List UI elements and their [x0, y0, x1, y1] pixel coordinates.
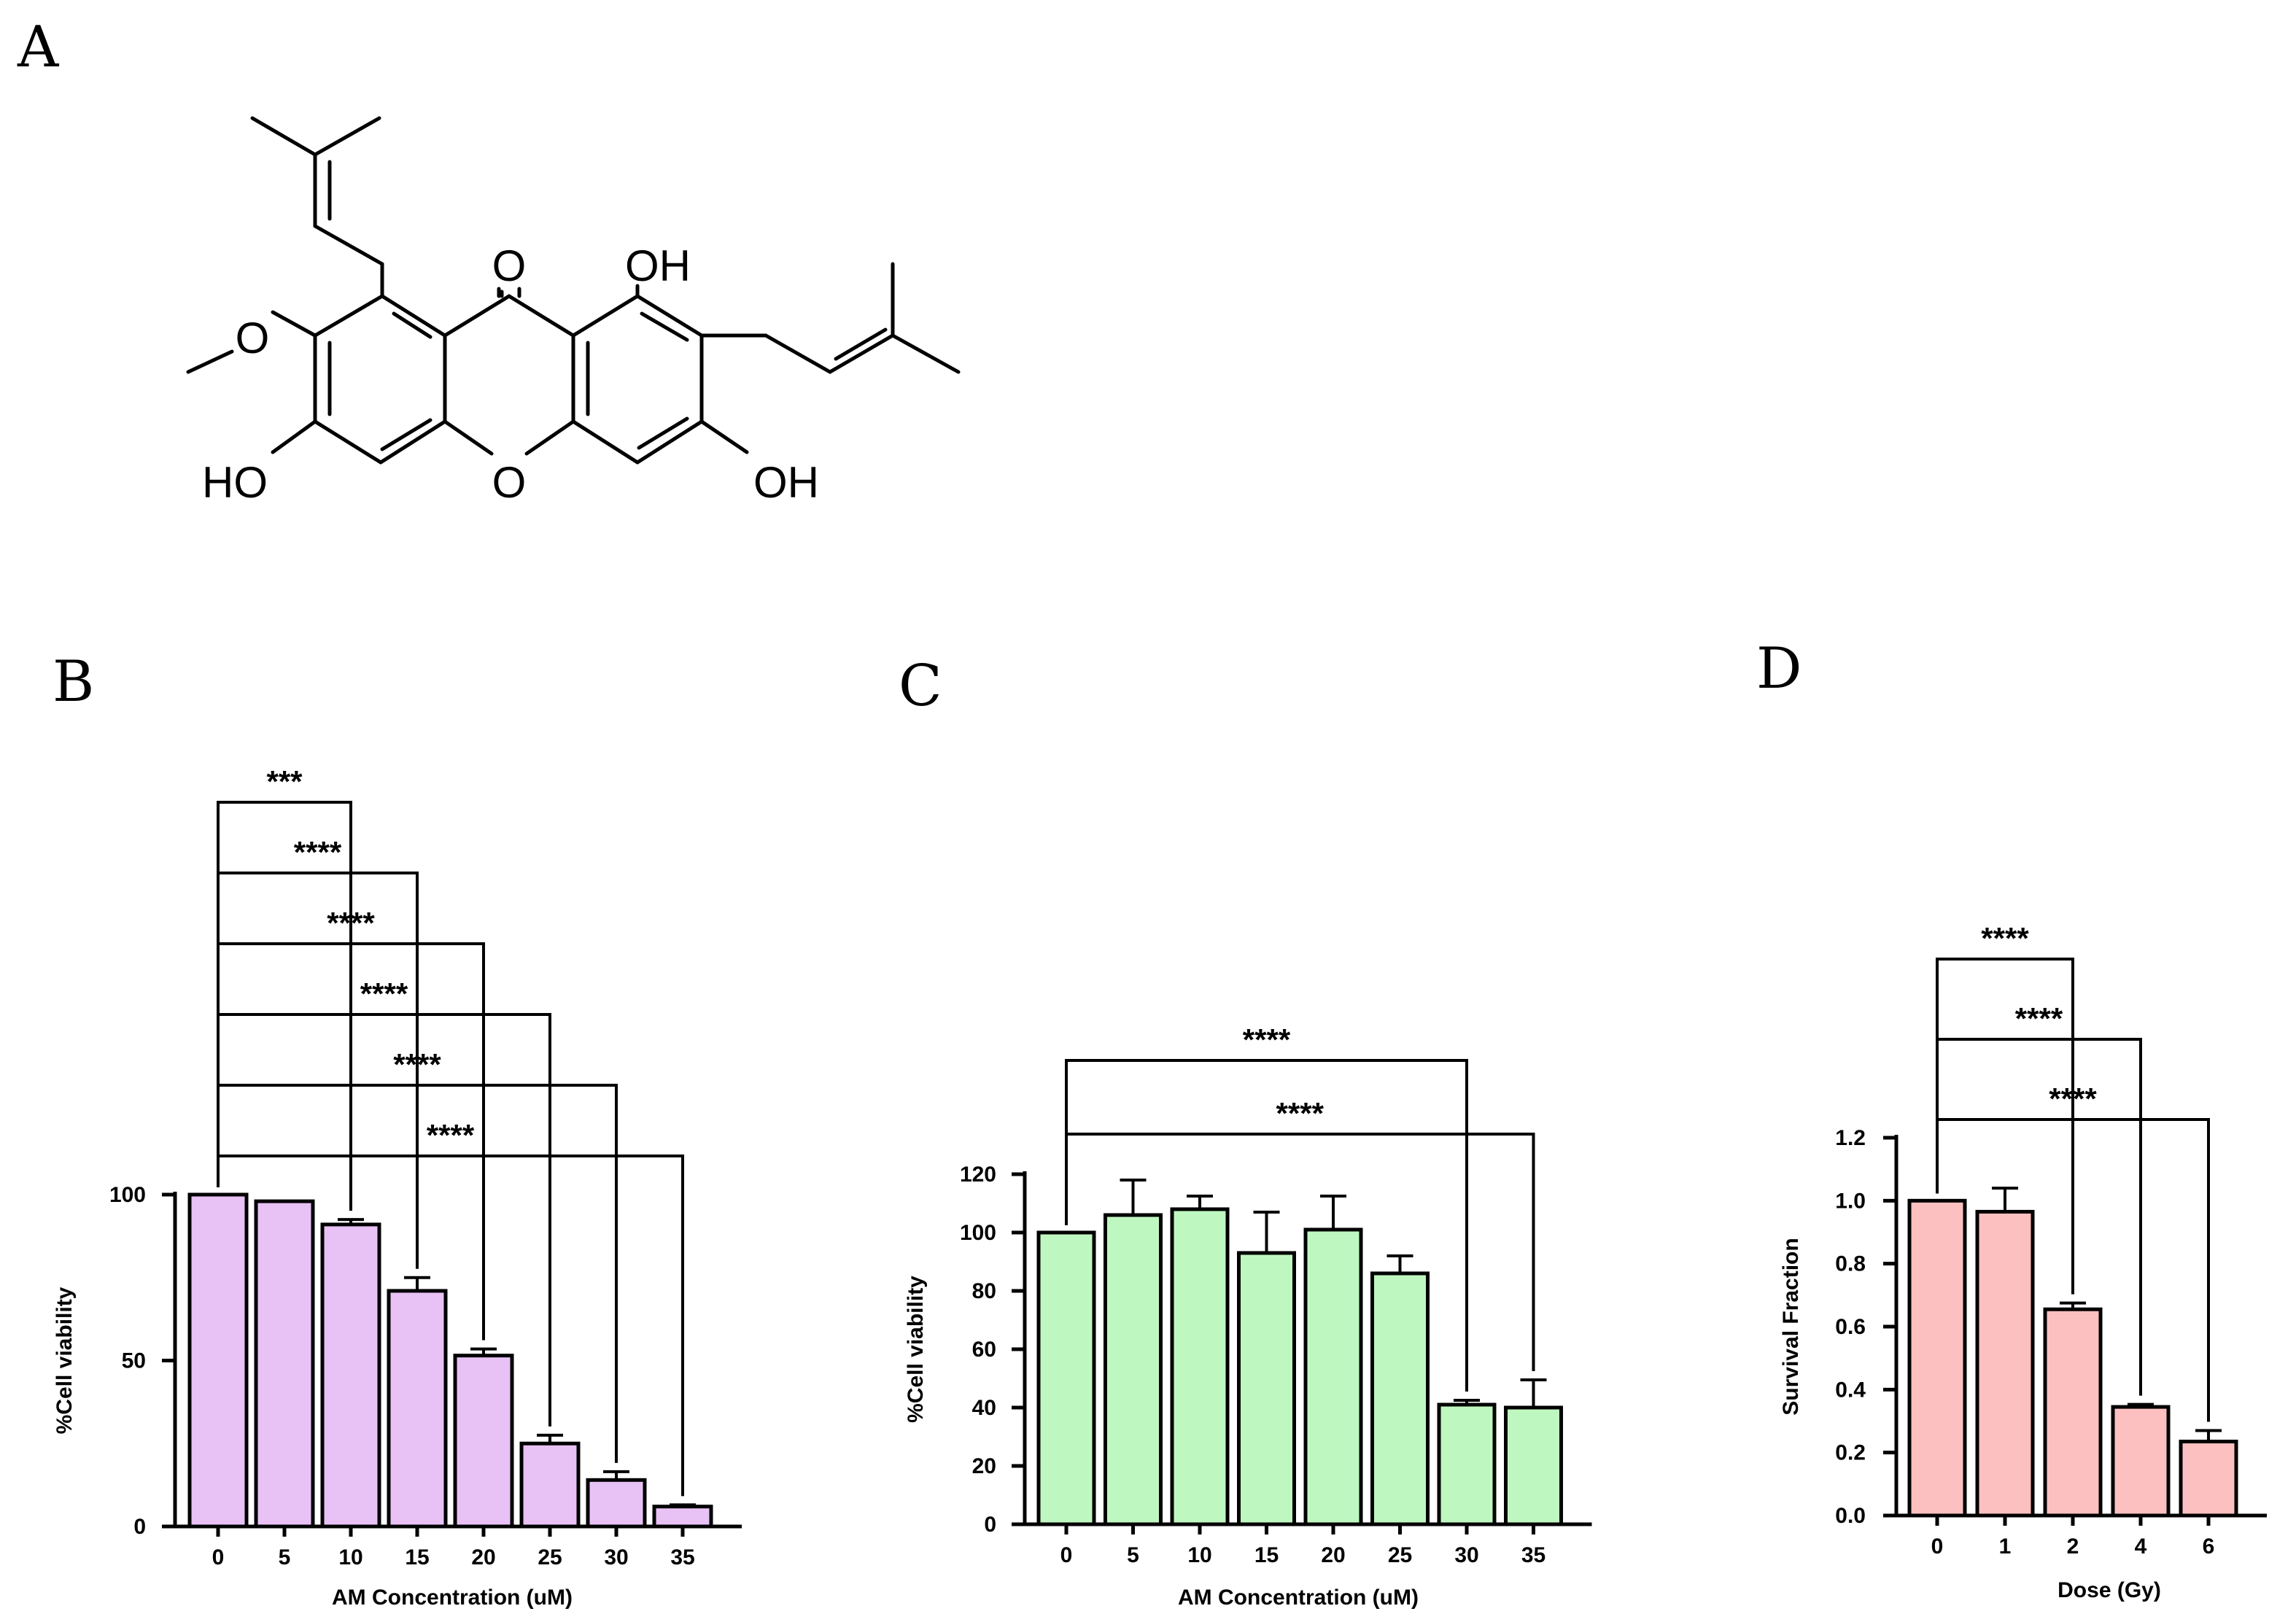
- y-tick-label: 50: [122, 1349, 146, 1373]
- significance-bracket: [1065, 1133, 1535, 1371]
- bar: [2111, 1405, 2171, 1518]
- x-tick-label: 0: [1931, 1534, 1944, 1559]
- x-tick-label: 15: [1254, 1543, 1279, 1567]
- x-tick-label: 10: [1187, 1543, 1211, 1567]
- bar: [519, 1441, 581, 1529]
- bar: [1303, 1227, 1363, 1526]
- significance-label: ****: [1981, 921, 2029, 955]
- x-tick-label: 20: [1321, 1543, 1345, 1567]
- hydroxyl-top: OH: [625, 241, 691, 290]
- significance-bracket: [1936, 1118, 2210, 1422]
- bar: [652, 1505, 713, 1529]
- chart-panel-d: 0.0 0.2 0.4 0.6 0.8 1.0 1.2 0 1 2 4 6 **** **** **** Do…: [1779, 921, 2267, 1602]
- significance-label: ****: [2049, 1082, 2097, 1116]
- bar: [1370, 1271, 1430, 1526]
- significance-bracket: [217, 1155, 684, 1497]
- y-tick-label: 0.4: [1835, 1378, 1866, 1402]
- x-tick-label: 5: [1127, 1543, 1139, 1567]
- x-tick-label: 35: [1521, 1543, 1545, 1567]
- y-tick-label: 1.0: [1835, 1189, 1866, 1213]
- x-tick-label: 10: [338, 1545, 362, 1569]
- significance-label: ****: [427, 1118, 475, 1152]
- bar: [1907, 1198, 1967, 1518]
- bar: [2043, 1307, 2103, 1518]
- panel-label-b: B: [53, 649, 95, 715]
- hydroxyl-left: HO: [202, 458, 268, 507]
- significance-label: ****: [2015, 1001, 2063, 1036]
- x-tick-label: 30: [604, 1545, 628, 1569]
- y-tick-label: 80: [972, 1279, 996, 1303]
- y-tick-label: 120: [960, 1163, 996, 1187]
- y-tick-label: 100: [960, 1221, 996, 1245]
- bar: [387, 1289, 448, 1529]
- y-tick-label: 20: [972, 1454, 996, 1478]
- y-axis-label: %Cell viability: [53, 1287, 77, 1434]
- significance-bracket: [217, 1084, 618, 1463]
- significance-label: ****: [1276, 1096, 1325, 1130]
- y-tick-label: 100: [109, 1183, 146, 1207]
- significance-label: ****: [393, 1047, 441, 1082]
- methoxy-oxygen: O: [236, 314, 270, 362]
- bar: [254, 1199, 315, 1529]
- x-tick-label: 30: [1454, 1543, 1478, 1567]
- y-tick-label: 0: [133, 1515, 146, 1539]
- hydroxyl-right: OH: [753, 458, 819, 507]
- bar: [1504, 1405, 1563, 1526]
- x-tick-label: 0: [212, 1545, 225, 1569]
- x-axis-label: AM Concentration (uM): [1178, 1586, 1419, 1610]
- y-axis-label: Survival Fraction: [1779, 1238, 1803, 1415]
- chart-panel-c: 0 20 40 60 80 100 120 0 5 10 15 20 25 30 35 **** **** AM …: [904, 1023, 1592, 1610]
- y-tick-label: 0.2: [1835, 1441, 1866, 1465]
- bar: [1237, 1251, 1296, 1526]
- x-axis-label: Dose (Gy): [2058, 1578, 2161, 1602]
- ketone-oxygen: O: [492, 241, 527, 290]
- bar: [1437, 1402, 1497, 1526]
- y-tick-label: 1.2: [1835, 1126, 1866, 1150]
- x-tick-label: 4: [2135, 1534, 2147, 1559]
- y-axis-label: %Cell viability: [904, 1276, 928, 1423]
- x-tick-label: 25: [538, 1545, 562, 1569]
- x-tick-label: 15: [405, 1545, 429, 1569]
- y-tick-label: 0.0: [1835, 1504, 1866, 1528]
- panel-label-a: A: [18, 15, 59, 80]
- x-tick-label: 6: [2203, 1534, 2215, 1559]
- x-tick-label: 0: [1060, 1543, 1073, 1567]
- significance-label: ****: [294, 835, 342, 869]
- bar: [1036, 1230, 1096, 1526]
- panel-label-c: C: [899, 653, 942, 719]
- bar: [187, 1192, 249, 1529]
- bar: [1104, 1213, 1163, 1526]
- bar: [2179, 1440, 2238, 1518]
- significance-label: ***: [266, 764, 303, 799]
- ring-oxygen: O: [492, 458, 527, 507]
- x-tick-label: 5: [279, 1545, 291, 1569]
- bar: [320, 1222, 381, 1529]
- bar: [1170, 1207, 1230, 1526]
- significance-label: ****: [360, 977, 408, 1011]
- x-tick-label: 2: [2067, 1534, 2079, 1559]
- significance-bracket: [1936, 1038, 2142, 1396]
- x-tick-label: 1: [1999, 1534, 2012, 1559]
- bar: [586, 1478, 647, 1529]
- x-tick-label: 20: [471, 1545, 495, 1569]
- y-tick-label: 0: [984, 1513, 996, 1537]
- x-tick-label: 25: [1388, 1543, 1412, 1567]
- y-tick-label: 60: [972, 1338, 996, 1362]
- significance-label: ****: [327, 906, 375, 940]
- bar: [453, 1354, 514, 1529]
- panel-label-d: D: [1756, 636, 1802, 702]
- y-tick-label: 0.8: [1835, 1252, 1866, 1276]
- x-axis-label: AM Concentration (uM): [332, 1586, 573, 1610]
- y-tick-label: 40: [972, 1396, 996, 1420]
- bar: [1975, 1209, 2035, 1518]
- x-tick-label: 35: [670, 1545, 694, 1569]
- y-tick-label: 0.6: [1835, 1315, 1866, 1339]
- significance-label: ****: [1243, 1023, 1291, 1057]
